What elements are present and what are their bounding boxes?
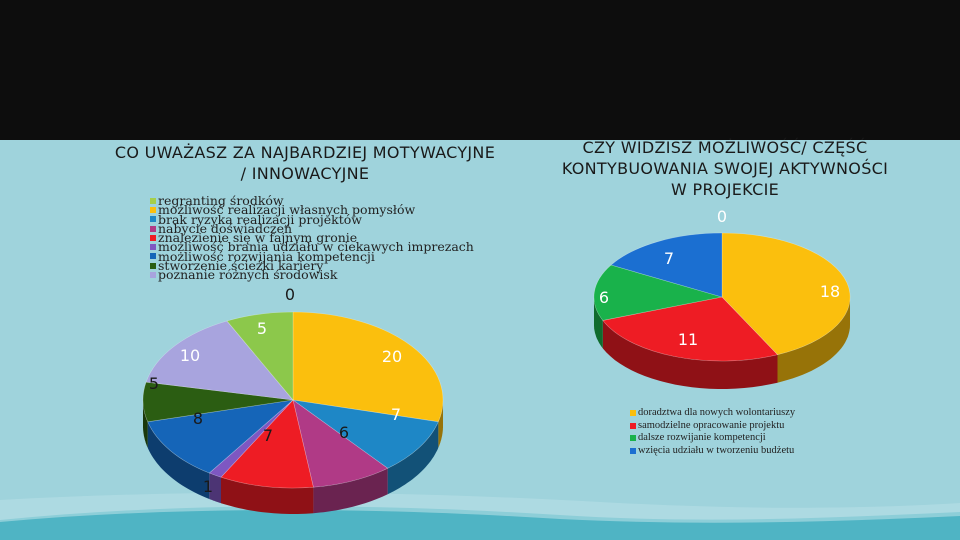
- pie-slice-3: [292, 399, 389, 488]
- data-label: 1: [203, 477, 213, 496]
- legend-item: wzięcia udziału w tworzeniu budżetu: [630, 445, 890, 458]
- legend-label: wzięcia udziału w tworzeniu budżetu: [638, 444, 795, 456]
- legend-item: samodzielne opracowanie projektu: [630, 420, 890, 433]
- legend-item: możliwość brania udziału w ciekawych imp…: [150, 239, 480, 255]
- legend-item: poznanie różnych środowisk: [150, 267, 480, 283]
- legend-label: doradztwa dla nowych wolontariuszy: [638, 407, 796, 418]
- pie-slice-1: [292, 311, 444, 423]
- legend-left: regranting środków możliwość realizacji w…: [150, 193, 480, 283]
- data-label: 6: [599, 288, 609, 307]
- legend-item: stworzenie ścieżki kariery: [150, 258, 480, 274]
- pie-slice-3: [610, 232, 723, 298]
- pie-side-2: [594, 297, 603, 349]
- pie-slice-4: [220, 399, 314, 489]
- legend-label: możliwość brania udziału w ciekawych imp…: [158, 239, 474, 255]
- legend-swatch: [150, 216, 156, 223]
- pie-chart-2: 18 11 6 7 0: [593, 207, 851, 389]
- pie-side-3: [313, 468, 388, 514]
- chart-title-right: CZY WIDZISZ MOŻLIWOŚĆ/ CZĘŚĆ KONTYBUOWAN…: [561, 138, 889, 199]
- legend-swatch: [150, 234, 156, 241]
- legend-swatch: [630, 447, 636, 454]
- legend-item: doradztwa dla nowych wolontariuszy: [630, 407, 890, 420]
- legend-label: regranting środków: [158, 193, 284, 208]
- legend-item: możliwość rozwijania kompetencji: [150, 248, 480, 264]
- legend-swatch: [630, 435, 636, 442]
- legend-label: nabycie doświadczeń: [158, 220, 293, 236]
- legend-item: znalezienie się w fajnym gronie: [150, 230, 480, 246]
- legend-label: brak ryzyka realizacji projektów: [158, 211, 362, 227]
- pie-slice-2: [593, 264, 723, 321]
- legend-label: poznanie różnych środowisk: [158, 267, 338, 283]
- data-label: 6: [339, 423, 349, 442]
- data-label: 7: [263, 426, 273, 445]
- header-bar: [0, 0, 960, 140]
- legend-item: możliwość realizacji własnych pomysłów: [150, 202, 480, 218]
- pie-side-2: [387, 421, 439, 495]
- pie-slice-5: [208, 399, 294, 478]
- data-label: 10: [180, 346, 200, 365]
- legend-swatch: [150, 262, 156, 269]
- pie-side-1: [438, 400, 443, 448]
- chart-title-left: CO UWAŻASZ ZA NAJBARDZIEJ MOTYWACYJNE / …: [114, 143, 496, 183]
- data-label: 7: [391, 405, 401, 424]
- legend-label: znalezienie się w fajnym gronie: [158, 230, 358, 246]
- pie-side-5: [209, 473, 221, 504]
- legend-label: stworzenie ścieżki kariery: [158, 258, 324, 274]
- pie-side-7: [143, 400, 148, 448]
- pie-chart-1: 0 20 7 6 7 1 8 5 10 5: [142, 285, 444, 514]
- legend-swatch: [150, 225, 156, 232]
- pie-slice-2: [292, 399, 439, 469]
- data-label: 18: [820, 282, 840, 301]
- data-label: 5: [149, 374, 159, 393]
- data-label: 20: [382, 347, 402, 366]
- legend-item: regranting środków: [150, 193, 480, 208]
- legend-swatch: [150, 244, 156, 251]
- pie-side-6: [147, 421, 210, 499]
- pie-slice-0: [721, 232, 851, 356]
- data-label: 5: [257, 319, 267, 338]
- data-label: 0: [285, 285, 295, 304]
- pie-slice-9: [226, 311, 294, 401]
- legend-swatch: [630, 410, 636, 417]
- pie-slice-8: [145, 320, 294, 401]
- legend-swatch: [150, 197, 156, 204]
- pie-slice-1: [602, 296, 779, 362]
- legend-label: dalsze rozwijanie kompetencji: [638, 432, 766, 443]
- data-label: 7: [664, 249, 674, 268]
- data-label: 11: [678, 330, 698, 349]
- pie-side-1: [602, 320, 778, 389]
- pie-slice-7: [142, 381, 294, 423]
- pie-side-0: [777, 297, 850, 383]
- wave-dark: [0, 506, 960, 540]
- legend-label: samodzielne opracowanie projektu: [638, 419, 785, 431]
- legend-swatch: [630, 422, 636, 429]
- legend-swatch: [150, 253, 156, 260]
- pie-slice-6: [147, 399, 294, 474]
- legend-item: nabycie doświadczeń: [150, 220, 480, 236]
- data-label: 8: [193, 409, 203, 428]
- legend-item: dalsze rozwijanie kompetencji: [630, 432, 890, 445]
- legend-swatch: [150, 206, 156, 213]
- legend-right: doradztwa dla nowych wolontariuszy samodz…: [630, 407, 890, 457]
- legend-label: możliwość realizacji własnych pomysłów: [158, 202, 416, 218]
- pie-side-4: [221, 477, 314, 514]
- legend-item: brak ryzyka realizacji projektów: [150, 211, 480, 227]
- legend-swatch: [150, 272, 156, 279]
- data-label: 0: [717, 207, 727, 226]
- legend-label: możliwość rozwijania kompetencji: [158, 248, 375, 264]
